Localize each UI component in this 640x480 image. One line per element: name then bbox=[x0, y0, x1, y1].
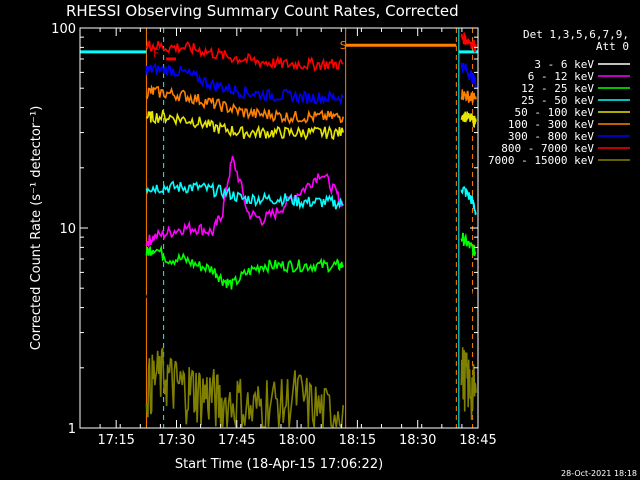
legend-label: 3 - 6 keV bbox=[534, 58, 594, 71]
series-line bbox=[145, 155, 344, 247]
y-axis-label: Corrected Count Rate (s⁻¹ detector⁻¹) bbox=[29, 106, 44, 351]
series-line bbox=[460, 232, 477, 257]
x-tick-label: 17:15 bbox=[97, 433, 134, 448]
legend-label: 800 - 7000 keV bbox=[501, 142, 594, 155]
series-line bbox=[460, 347, 477, 420]
series-line bbox=[145, 244, 344, 290]
y-tick-label: 100 bbox=[51, 22, 76, 37]
series-line bbox=[460, 186, 477, 215]
series-line bbox=[145, 62, 344, 106]
x-tick-label: 18:30 bbox=[399, 433, 436, 448]
series-line bbox=[145, 40, 344, 72]
legend-label: 50 - 100 keV bbox=[515, 106, 595, 119]
y-tick-label: 10 bbox=[59, 222, 76, 237]
x-tick-label: 18:45 bbox=[459, 433, 496, 448]
series-line bbox=[460, 32, 477, 53]
x-tick-label: 18:15 bbox=[339, 433, 376, 448]
x-axis-label: Start Time (18-Apr-15 17:06:22) bbox=[175, 457, 383, 472]
chart-title: RHESSI Observing Summary Count Rates, Co… bbox=[66, 2, 459, 20]
y-tick-label: 1 bbox=[68, 422, 76, 437]
x-tick-label: 17:45 bbox=[218, 433, 255, 448]
series-line bbox=[145, 180, 344, 211]
legend-label: 12 - 25 keV bbox=[521, 82, 594, 95]
series-line bbox=[460, 62, 477, 91]
series-line bbox=[460, 89, 477, 103]
legend-label: 7000 - 15000 keV bbox=[488, 154, 594, 167]
status-annotation: S bbox=[340, 39, 347, 52]
series-line bbox=[460, 111, 477, 128]
footer-date: 28-Oct-2021 18:18 bbox=[561, 469, 637, 478]
legend-header-line1: Det 1,3,5,6,7,9, bbox=[523, 28, 629, 41]
series-line bbox=[145, 193, 344, 301]
legend-label: 100 - 300 keV bbox=[508, 118, 594, 131]
legend-label: 300 - 800 keV bbox=[508, 130, 594, 143]
series-line bbox=[460, 285, 477, 304]
status-annotation: F bbox=[153, 47, 159, 60]
series-line bbox=[145, 347, 344, 428]
legend-label: 6 - 12 keV bbox=[528, 70, 595, 83]
series-line bbox=[145, 109, 344, 141]
x-tick-label: 17:30 bbox=[158, 433, 195, 448]
x-tick-label: 18:00 bbox=[278, 433, 315, 448]
legend-header-line2: Att 0 bbox=[596, 40, 629, 53]
legend-label: 25 - 50 keV bbox=[521, 94, 594, 107]
series-line bbox=[145, 84, 344, 125]
